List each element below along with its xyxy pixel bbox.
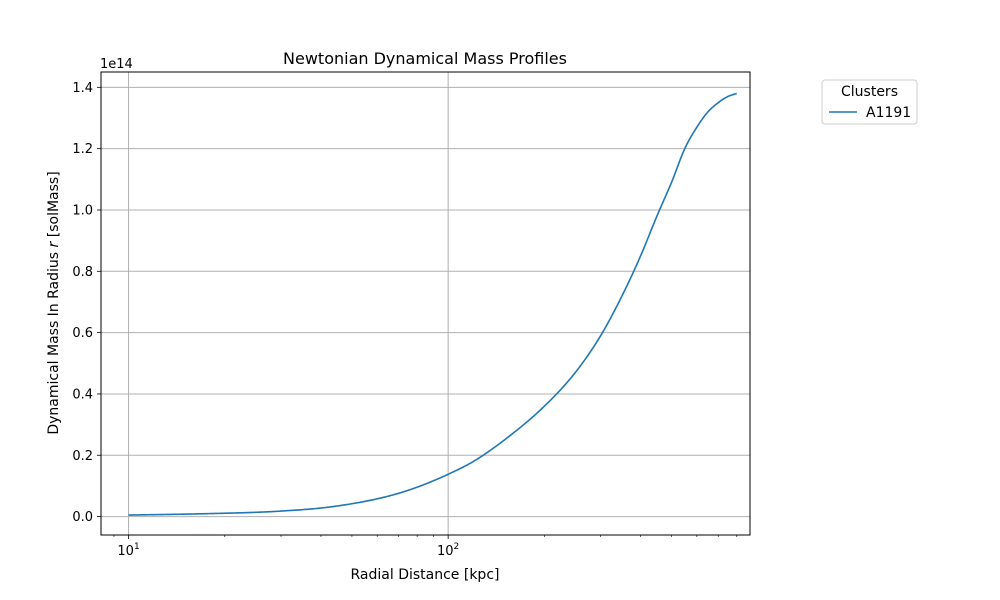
y-tick-label-7: 1.4: [72, 81, 93, 96]
chart-title: Newtonian Dynamical Mass Profiles: [283, 49, 567, 68]
y-axis-offset-label: 1e14: [100, 57, 133, 72]
y-axis-label-prefix: Dynamical Mass In Radius: [46, 247, 62, 434]
x-axis-ticks: 101 102: [113, 535, 738, 559]
series-layer: [128, 92, 738, 516]
x-axis-label: Radial Distance [kpc]: [351, 567, 500, 583]
axes-frame: [100, 71, 751, 536]
y-axis-label: Dynamical Mass In Radius r [solMass]: [46, 171, 62, 434]
y-tick-label-0: 0.0: [72, 510, 93, 525]
legend-label-a1191: A1191: [866, 105, 911, 121]
x-tick-label-1: 102: [437, 542, 459, 559]
y-tick-label-3: 0.6: [72, 326, 93, 341]
y-tick-label-5: 1.0: [72, 203, 93, 218]
y-axis-label-suffix: [solMass]: [46, 171, 62, 241]
series-line-a1191: [128, 92, 738, 516]
y-tick-label-4: 0.8: [72, 265, 93, 280]
y-axis-ticks: 0.0 0.2 0.4 0.6 0.8 1.0 1.2 1.4: [72, 81, 101, 525]
legend: Clusters A1191: [821, 79, 918, 125]
y-axis-label-var: r: [46, 240, 62, 247]
x-tick-label-exponent-0: 1: [134, 542, 140, 552]
x-tick-label-exponent-1: 2: [454, 542, 460, 552]
x-tick-label-0: 101: [117, 542, 139, 559]
y-tick-label-2: 0.4: [72, 387, 93, 402]
y-tick-label-1: 0.2: [72, 449, 93, 464]
legend-title: Clusters: [841, 84, 898, 100]
x-tick-label-base-1: 10: [437, 544, 454, 559]
gridlines: [101, 72, 750, 535]
x-tick-label-base-0: 10: [117, 544, 134, 559]
legend-box: [821, 79, 918, 125]
y-tick-label-6: 1.2: [72, 142, 93, 157]
